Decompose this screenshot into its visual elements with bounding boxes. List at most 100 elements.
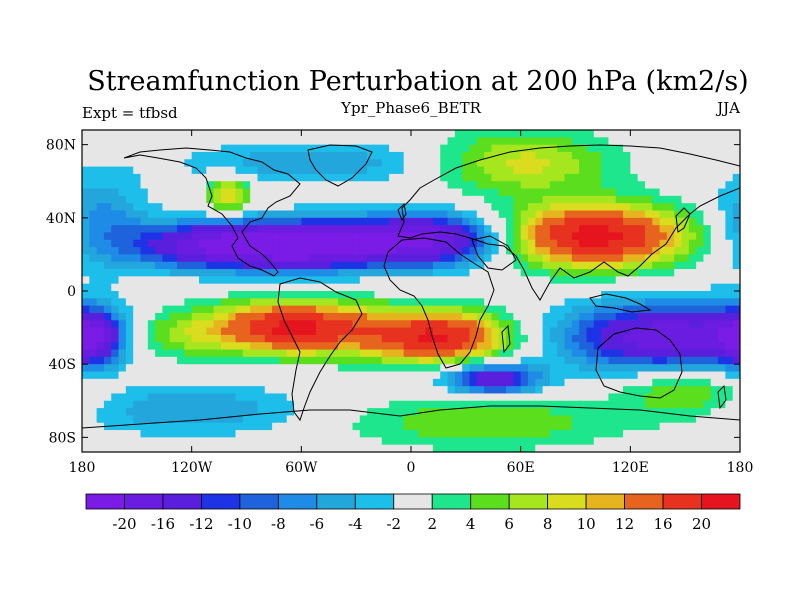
contour-cell	[235, 356, 244, 365]
contour-cell	[177, 430, 185, 438]
contour-cell	[681, 320, 690, 329]
contour-cell	[381, 342, 390, 351]
contour-cell	[535, 166, 544, 175]
contour-cell	[264, 217, 273, 226]
contour-cell	[506, 195, 514, 204]
contour-cell	[623, 181, 631, 190]
contour-cell	[615, 386, 624, 395]
contour-cell	[623, 261, 631, 270]
contour-cell	[564, 312, 573, 321]
contour-cell	[162, 312, 171, 321]
contour-cell	[527, 386, 536, 395]
contour-cell	[454, 444, 463, 452]
contour-cell	[198, 261, 207, 270]
contour-cell	[315, 159, 324, 168]
contour-cell	[359, 320, 368, 329]
colorbar-box	[393, 493, 433, 510]
contour-cell	[184, 305, 193, 314]
contour-cell	[220, 305, 229, 314]
contour-cell	[191, 181, 200, 190]
contour-cell	[484, 159, 493, 168]
contour-cell	[688, 151, 697, 160]
contour-cell	[206, 444, 215, 452]
contour-cell	[520, 305, 529, 314]
contour-cell	[220, 217, 229, 226]
contour-cell	[250, 203, 259, 212]
contour-cell	[323, 312, 332, 321]
contour-cell	[601, 378, 609, 387]
contour-cell	[264, 371, 273, 380]
contour-cell	[571, 195, 580, 204]
contour-cell	[315, 137, 324, 146]
contour-cell	[155, 188, 164, 197]
contour-cell	[462, 430, 471, 438]
contour-cell	[286, 188, 295, 197]
contour-cell	[571, 239, 580, 248]
contour-cell	[184, 254, 193, 263]
contour-cell	[454, 232, 463, 241]
contour-cell	[652, 261, 661, 270]
contour-cell	[279, 232, 288, 241]
contour-cell	[432, 364, 441, 373]
contour-cell	[542, 276, 551, 285]
contour-cell	[462, 356, 471, 365]
contour-cell	[535, 408, 544, 417]
contour-cell	[454, 393, 463, 402]
contour-cell	[177, 239, 185, 248]
contour-cell	[242, 349, 251, 358]
contour-cell	[184, 181, 193, 190]
contour-cell	[615, 239, 624, 248]
contour-cell	[601, 408, 609, 417]
contour-cell	[623, 430, 631, 438]
contour-cell	[250, 349, 259, 358]
contour-cell	[242, 430, 251, 438]
contour-cell	[220, 137, 229, 146]
contour-cell	[118, 305, 127, 314]
contour-cell	[125, 232, 134, 241]
contour-cell	[484, 130, 493, 138]
contour-cell	[301, 173, 310, 182]
contour-cell	[469, 437, 478, 446]
contour-cell	[250, 130, 259, 138]
contour-cell	[688, 130, 697, 138]
contour-cell	[659, 327, 668, 336]
contour-cell	[432, 415, 441, 424]
contour-cell	[301, 291, 310, 299]
contour-cell	[535, 298, 544, 307]
contour-cell	[403, 386, 412, 395]
contour-cell	[169, 188, 178, 197]
contour-cell	[294, 173, 302, 182]
contour-cell	[623, 298, 631, 307]
contour-cell	[447, 225, 456, 234]
contour-cell	[557, 378, 566, 387]
contour-cell	[352, 371, 361, 380]
contour-cell	[286, 400, 295, 409]
contour-cell	[198, 210, 207, 219]
contour-cell	[315, 437, 324, 446]
contour-cell	[440, 217, 449, 226]
contour-cell	[506, 378, 514, 387]
plot-title: Streamfunction Perturbation at 200 hPa (…	[87, 66, 748, 97]
contour-cell	[403, 349, 412, 358]
contour-cell	[301, 334, 310, 343]
contour-cell	[264, 130, 273, 138]
contour-cell	[308, 225, 317, 234]
contour-cell	[301, 342, 310, 351]
contour-cell	[498, 386, 507, 395]
contour-cell	[520, 437, 529, 446]
contour-cell	[315, 364, 324, 373]
contour-cell	[396, 400, 405, 409]
contour-cell	[564, 269, 573, 277]
contour-cell	[425, 422, 434, 431]
contour-cell	[491, 181, 500, 190]
contour-cell	[381, 188, 390, 197]
contour-cell	[82, 195, 90, 204]
contour-cell	[579, 444, 588, 452]
contour-cell	[491, 239, 500, 248]
contour-cell	[601, 181, 609, 190]
contour-cell	[169, 386, 178, 395]
contour-cell	[513, 181, 522, 190]
contour-cell	[696, 364, 705, 373]
contour-cell	[286, 151, 295, 160]
contour-cell	[315, 400, 324, 409]
